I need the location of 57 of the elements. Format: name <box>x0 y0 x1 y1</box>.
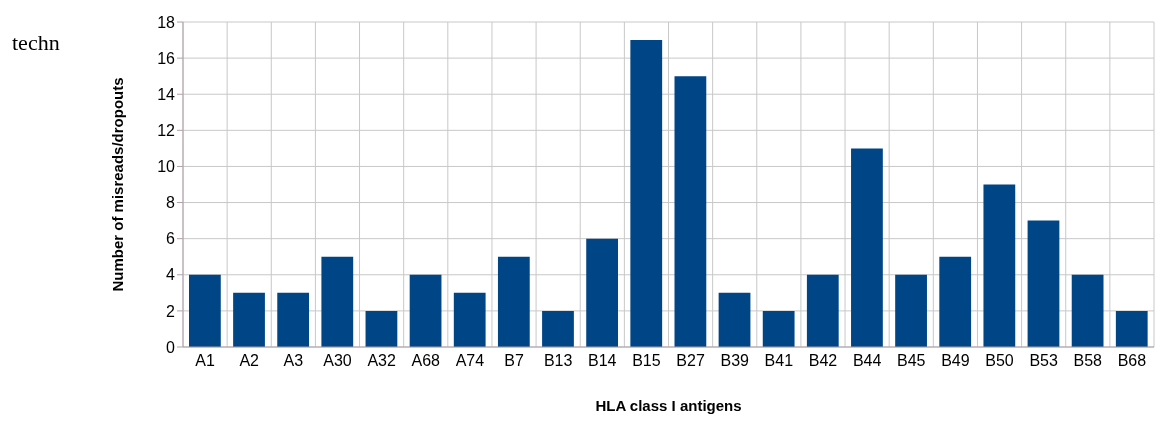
bar <box>542 310 574 347</box>
y-tick-label: 2 <box>166 302 176 320</box>
x-tick-label: B15 <box>632 352 661 370</box>
bar <box>365 310 398 347</box>
x-tick-label: B44 <box>852 352 882 370</box>
x-tick-label: A2 <box>239 352 260 370</box>
x-tick-label: B58 <box>1073 352 1103 370</box>
y-tick-label: 16 <box>157 49 176 67</box>
x-tick-label: B42 <box>808 352 838 370</box>
bar <box>895 274 927 347</box>
bar <box>1071 274 1104 347</box>
bar <box>630 40 663 347</box>
x-axis-title: HLA class I antigens <box>595 397 742 414</box>
y-tick-label: 10 <box>157 158 176 176</box>
x-tick-label: B7 <box>504 352 524 370</box>
x-tick-label: B14 <box>588 352 617 370</box>
x-tick-label: B27 <box>676 352 705 370</box>
bar <box>718 292 751 347</box>
bar <box>1115 310 1148 347</box>
bar <box>983 184 1016 347</box>
x-tick-label: A74 <box>455 352 485 370</box>
bar <box>497 256 530 347</box>
x-tick-label: B39 <box>720 352 750 370</box>
bar <box>762 310 795 347</box>
text: techn <box>12 30 60 56</box>
x-tick-label: A1 <box>195 352 215 370</box>
bar <box>321 256 354 347</box>
x-tick-label: B68 <box>1117 352 1147 370</box>
bar <box>277 292 310 347</box>
x-tick-label: B13 <box>543 352 573 370</box>
y-tick-label: 0 <box>166 338 176 356</box>
x-tick-label: A68 <box>411 352 441 370</box>
y-tick-label: 4 <box>166 266 176 284</box>
y-tick-label: 18 <box>157 13 176 31</box>
bar <box>1027 220 1060 347</box>
bar <box>409 274 442 347</box>
x-tick-label: B45 <box>897 352 926 370</box>
y-tick-label: 14 <box>157 85 176 103</box>
x-tick-label: A32 <box>367 352 396 370</box>
x-tick-label: B41 <box>764 352 794 370</box>
bar <box>586 238 619 347</box>
bar <box>233 292 265 347</box>
x-tick-label: B50 <box>985 352 1014 370</box>
bar <box>939 256 972 347</box>
bar <box>189 274 221 347</box>
y-tick-label: 12 <box>157 122 176 140</box>
x-tick-label: A3 <box>283 352 304 370</box>
y-axis-title: Number of misreads/dropouts <box>109 77 127 292</box>
x-tick-label: B53 <box>1029 352 1058 370</box>
y-tick-label: 8 <box>166 194 176 212</box>
bar <box>806 274 839 347</box>
x-tick-label: A30 <box>323 352 352 370</box>
bar <box>851 148 883 347</box>
bar <box>453 292 486 347</box>
bar <box>674 76 707 347</box>
x-tick-label: B49 <box>941 352 970 370</box>
y-tick-label: 6 <box>166 230 176 248</box>
